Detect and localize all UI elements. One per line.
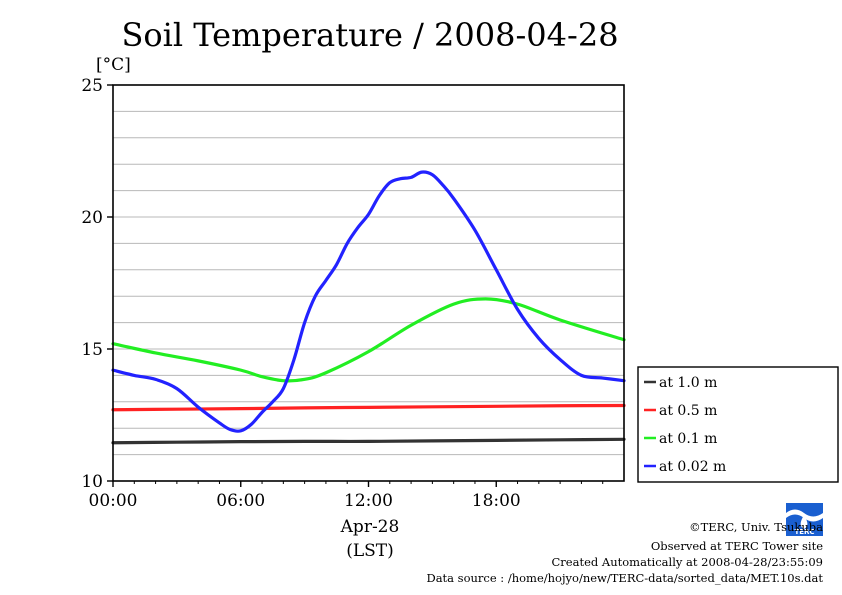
y-tick-label: 20	[81, 208, 103, 228]
y-tick-label: 10	[81, 472, 103, 492]
x-tick-label: 18:00	[472, 491, 521, 511]
y-tick-label: 25	[81, 76, 103, 96]
y-tick-label: 15	[81, 340, 103, 360]
y-axis-label: [°C]	[96, 55, 131, 75]
legend-label: at 0.1 m	[659, 431, 717, 447]
legend-label: at 0.02 m	[659, 459, 726, 475]
logo-text: TERC	[794, 528, 814, 536]
series-line-2	[111, 403, 626, 412]
legend-label: at 0.5 m	[659, 403, 717, 419]
legend-label: at 1.0 m	[659, 375, 717, 391]
legend-box	[637, 366, 839, 483]
credit-source: Data source : /home/hojyo/new/TERC-data/…	[426, 571, 823, 585]
wave-icon	[786, 509, 823, 522]
terc-logo: TERC	[786, 503, 823, 536]
plot-frame	[112, 84, 625, 482]
credit-observed: Observed at TERC Tower site	[650, 539, 823, 553]
x-tick-label: 12:00	[344, 491, 393, 511]
series-line-4	[111, 170, 626, 433]
x-tick-label: 00:00	[89, 491, 138, 511]
droplet-icon	[800, 515, 808, 529]
x-tick-label: 06:00	[216, 491, 265, 511]
axis-ticks: 10 15 20 25 00:00 06:00 12:00 18:00	[81, 76, 604, 511]
series-line-1	[111, 437, 626, 445]
chart-title: Soil Temperature / 2008-04-28	[121, 16, 618, 54]
series-line-3	[111, 297, 626, 383]
credit-created: Created Automatically at 2008-04-28/23:5…	[551, 555, 824, 569]
credit-copyright: ©TERC, Univ. Tsukuba	[689, 520, 823, 534]
series-lines	[111, 170, 626, 445]
grid-lines	[113, 110, 624, 456]
legend: at 1.0 m at 0.5 m at 0.1 m at 0.02 m	[637, 366, 839, 483]
x-axis-zone-label: (LST)	[346, 541, 394, 561]
x-axis-date-label: Apr-28	[340, 517, 400, 537]
